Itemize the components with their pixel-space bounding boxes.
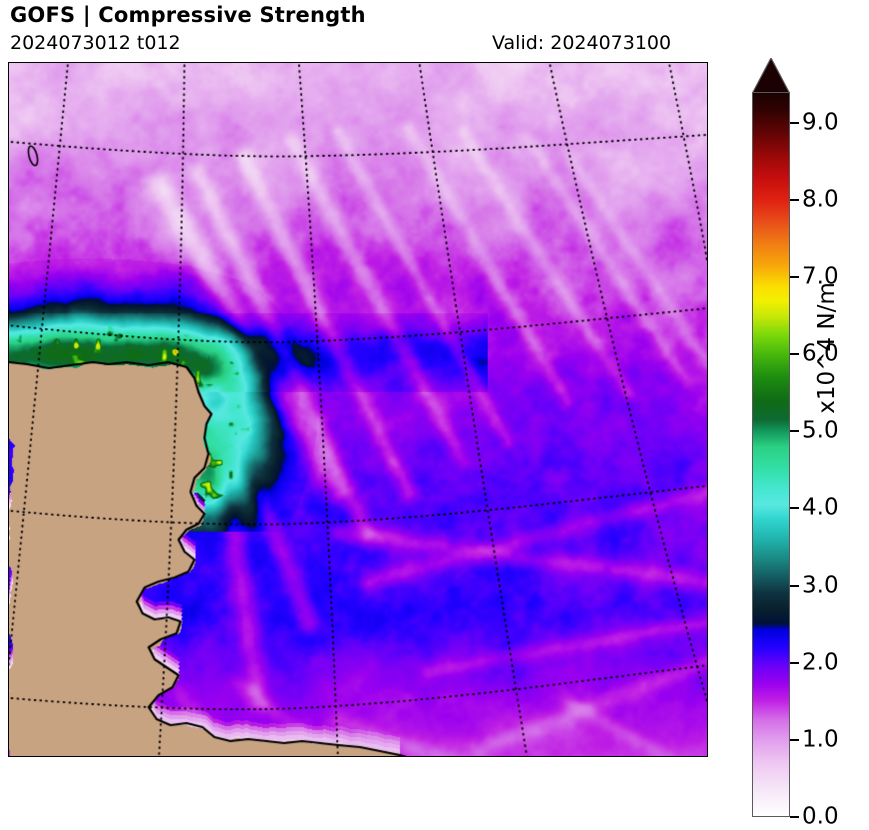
colorbar: 9.0 8.0 7.0 6.0 5.0 4.0 3.0 2.0 1.0 0.0 x10^4 N/m: [740, 58, 869, 828]
colorbar-tick-label: 8.0: [802, 186, 839, 213]
compressive-strength-field: [9, 63, 707, 756]
colorbar-tick-label: 7.0: [802, 263, 839, 290]
colorbar-tick-label: 6.0: [802, 340, 839, 367]
colorbar-tick-label: 5.0: [802, 417, 839, 444]
colorbar-gradient: [753, 93, 789, 816]
colorbar-tick-label: 9.0: [802, 109, 839, 136]
colorbar-tick: [790, 121, 799, 124]
colorbar-tick-label: 2.0: [802, 649, 839, 676]
colorbar-extend-arrow-icon: [752, 58, 790, 94]
valid-time-label: Valid: 2024073100: [492, 32, 672, 54]
colorbar-tick: [790, 738, 799, 741]
colorbar-tick: [790, 661, 799, 664]
colorbar-tick: [790, 584, 799, 587]
init-time-label: 2024073012 t012: [10, 32, 181, 54]
colorbar-tick: [790, 430, 799, 433]
map-plot-area: [8, 62, 708, 757]
colorbar-tick: [790, 276, 799, 279]
header: GOFS | Compressive Strength 2024073012 t…: [0, 0, 869, 62]
colorbar-tick-label: 0.0: [802, 803, 839, 830]
colorbar-axis-label: x10^4 N/m: [814, 282, 840, 414]
colorbar-tick-label: 4.0: [802, 494, 839, 521]
colorbar-tick-label: 3.0: [802, 572, 839, 599]
colorbar-tick: [790, 353, 799, 356]
page-title: GOFS | Compressive Strength: [10, 3, 366, 27]
colorbar-bar: [752, 92, 790, 817]
colorbar-tick: [790, 507, 799, 510]
colorbar-tick: [790, 816, 799, 818]
colorbar-tick: [790, 198, 799, 201]
colorbar-tick-label: 1.0: [802, 726, 839, 753]
